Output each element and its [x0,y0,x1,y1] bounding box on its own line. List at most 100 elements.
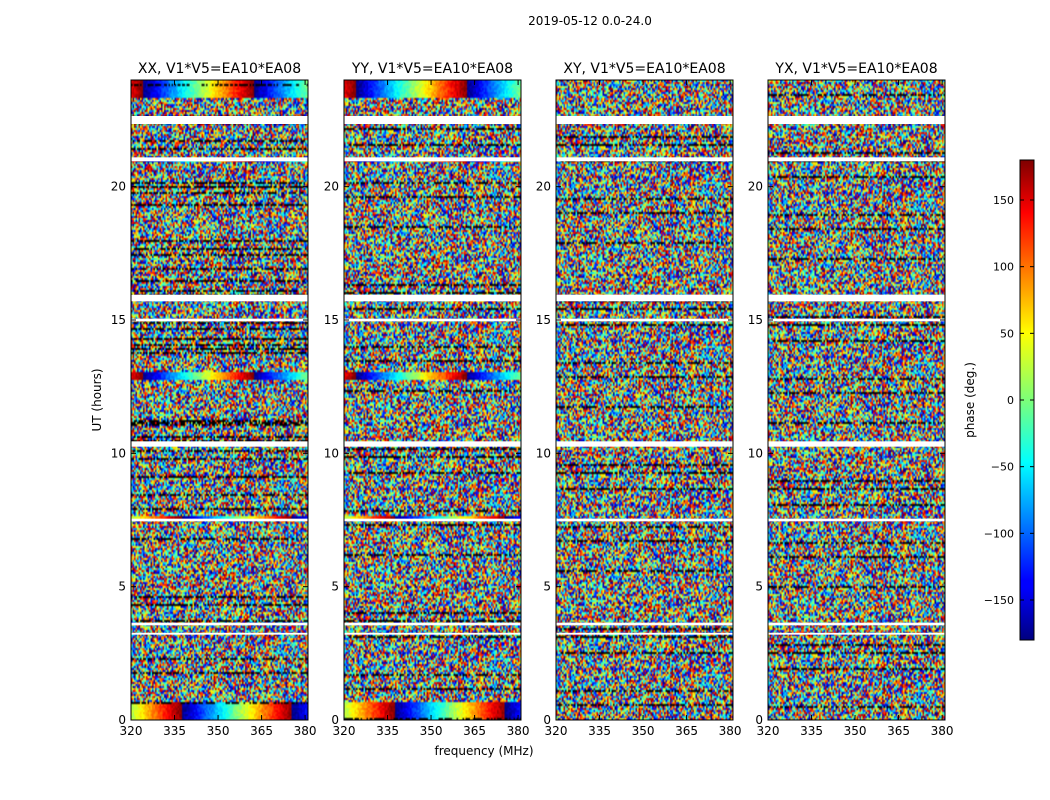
flagged-gap [344,318,521,322]
flagged-gap [344,157,521,162]
x-tick-label: 320 [120,724,143,738]
flagged-gap [556,294,733,302]
panel-frame [130,79,309,721]
x-tick-label: 365 [675,724,698,738]
panel-xy: XY, V1*V5=EA10*EA08 320 335 350 365 380 0 5 10 15… [536,61,742,738]
x-tick-label: 320 [545,724,568,738]
panel-frame [343,79,522,721]
figure-title: 2019-05-12 0.0-24.0 [528,14,652,28]
colorbar-tick-label: 0 [1007,394,1014,407]
panel-yy: YY, V1*V5=EA10*EA08 320 335 350 365 380 0 5 10 15… [324,61,530,738]
flagged-gap [768,441,945,447]
panel-title: YX, V1*V5=EA10*EA08 [774,61,937,77]
x-tick-label: 320 [333,724,356,738]
y-tick-label: 20 [536,180,551,194]
flagged-gap [131,518,308,522]
flagged-gap [556,518,733,522]
y-tick-label: 0 [755,713,763,727]
flagged-gap [768,294,945,302]
y-tick-label: 15 [111,313,126,327]
flagged-gap [768,318,945,322]
y-tick-label: 10 [748,446,763,460]
flagged-gap [131,294,308,302]
flagged-gap [344,116,521,124]
flagged-gap [556,622,733,626]
y-tick-label: 0 [543,713,551,727]
flagged-gap [131,116,308,124]
panel-frame [555,79,734,721]
x-tick-label: 320 [757,724,780,738]
colorbar-tick-label: 100 [993,261,1014,274]
colorbar-label: phase (deg.) [963,362,977,438]
flagged-gap [768,518,945,522]
y-tick-label: 5 [331,580,339,594]
x-tick-label: 365 [887,724,910,738]
y-tick-label: 15 [748,313,763,327]
y-axis-label: UT (hours) [90,368,104,431]
flagged-gap [344,294,521,302]
panel-title: XX, V1*V5=EA10*EA08 [138,61,301,77]
panel-frame [767,79,946,721]
y-tick-label: 10 [536,446,551,460]
flagged-gap [131,632,308,635]
colorbar-tick-label: −50 [991,461,1014,474]
x-tick-label: 380 [294,724,317,738]
y-tick-label: 10 [324,446,339,460]
y-tick-label: 5 [755,580,763,594]
x-tick-label: 350 [420,724,443,738]
x-tick-label: 335 [163,724,186,738]
flagged-gap [556,632,733,635]
flagged-gap [344,518,521,522]
y-tick-label: 15 [536,313,551,327]
flagged-gap [768,157,945,162]
x-tick-label: 380 [507,724,530,738]
flagged-gap [131,441,308,447]
flagged-gap [768,632,945,635]
flagged-gap [556,116,733,124]
flagged-gap [344,632,521,635]
y-tick-label: 20 [748,180,763,194]
flagged-gap [131,318,308,322]
flagged-gap [768,116,945,124]
phase-raster [131,80,308,720]
y-tick-label: 5 [118,580,126,594]
panel-title: XY, V1*V5=EA10*EA08 [563,61,725,77]
flagged-gap [768,622,945,626]
y-tick-label: 15 [324,313,339,327]
x-tick-label: 335 [800,724,823,738]
flagged-gap [131,157,308,162]
flagged-gap [131,622,308,626]
flagged-gap [344,622,521,626]
panel-xx: XX, V1*V5=EA10*EA08 320 335 350 365 380 0 5 10 15… [111,61,317,738]
colorbar-tick-label: 150 [993,194,1014,207]
flagged-gap [556,441,733,447]
y-tick-label: 20 [324,180,339,194]
x-tick-label: 380 [931,724,954,738]
x-tick-label: 350 [207,724,230,738]
phase-raster [768,80,945,720]
y-tick-label: 5 [543,580,551,594]
flagged-gap [556,157,733,162]
x-tick-label: 335 [588,724,611,738]
colorbar: −150 −100 −50 0 50 100 150 phase (deg.) [963,159,1035,641]
flagged-gap [556,318,733,322]
x-tick-label: 365 [250,724,273,738]
panel-title: YY, V1*V5=EA10*EA08 [351,61,513,77]
phase-raster [344,80,521,720]
x-tick-label: 335 [376,724,399,738]
flagged-gap [344,441,521,447]
x-tick-label: 350 [844,724,867,738]
y-tick-label: 10 [111,446,126,460]
panel-yx: YX, V1*V5=EA10*EA08 320 335 350 365 380 0 5 10 15… [748,61,954,738]
y-tick-label: 20 [111,180,126,194]
y-tick-label: 0 [118,713,126,727]
x-tick-label: 350 [632,724,655,738]
x-axis-label: frequency (MHz) [434,744,533,758]
colorbar-tick-label: −100 [984,527,1014,540]
x-tick-label: 380 [719,724,742,738]
y-tick-label: 0 [331,713,339,727]
x-tick-label: 365 [463,724,486,738]
colorbar-tick-label: −150 [984,594,1014,607]
colorbar-tick-label: 50 [1000,327,1014,340]
